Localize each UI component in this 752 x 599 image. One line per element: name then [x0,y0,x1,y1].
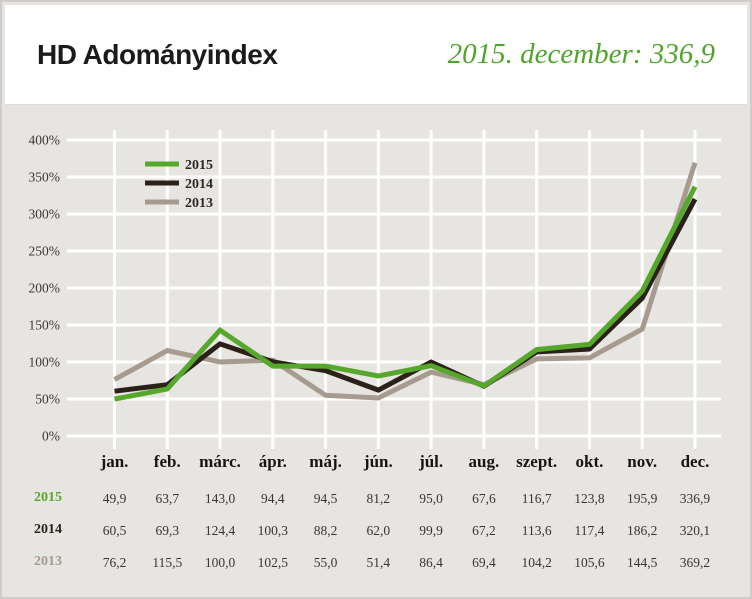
table-cell: 55,0 [313,555,338,570]
table-cell: 69,4 [472,555,496,570]
table-cell: 104,2 [521,555,552,570]
month-label: nov. [627,452,658,471]
table-cell: 124,4 [204,523,236,538]
table-cell: 67,6 [472,491,496,506]
table-cell: 144,5 [627,555,658,570]
month-label: jún. [363,452,393,471]
table-cell: 320,1 [679,523,711,538]
table-cell: 62,0 [366,523,391,538]
header-subtitle: 2015. december: 336,9 [447,38,715,70]
table-cell: 95,0 [419,491,443,506]
row-label-2013: 2013 [34,554,62,569]
month-label: feb. [153,452,181,471]
month-label: ápr. [258,452,287,471]
table-cell: 99,9 [419,523,443,538]
table-cell: 336,9 [679,491,711,506]
table-cell: 113,6 [521,523,552,538]
table-cell: 49,9 [102,491,127,506]
header-card: HD Adományindex 2015. december: 336,9 [5,5,747,105]
table-cell: 69,3 [155,523,180,538]
y-axis-label: 0% [42,429,60,444]
month-label: máj. [309,452,342,471]
legend-label-2014: 2014 [185,177,213,192]
page-title: HD Adományindex [37,38,278,70]
table-cell: 143,0 [204,491,236,506]
y-axis-label: 250% [29,244,61,259]
table-cell: 94,5 [313,491,338,506]
table-cell: 88,2 [313,523,338,538]
table-cell: 102,5 [257,555,288,570]
table-cell: 369,2 [679,555,711,570]
table-cell: 105,6 [574,555,605,570]
donation-index-line-chart: 0% 50% 100% 150% 200% 250% 300% 350% 400% 2015 201… [29,130,721,449]
month-label: aug. [468,452,500,471]
table-cell: 67,2 [472,523,496,538]
y-axis-label: 350% [29,170,61,185]
table-cell: 94,4 [260,491,285,506]
table-cell: 63,7 [155,491,180,506]
table-cell: 117,4 [574,523,605,538]
table-cell: 100,0 [204,555,236,570]
table-cell: 100,3 [257,523,288,538]
series-line-2013 [113,162,698,401]
table-cell: 86,4 [419,555,443,570]
month-label: jan. [100,452,129,471]
table-cell: 186,2 [627,523,658,538]
table-cell: 76,2 [102,555,127,570]
y-axis-label: 50% [35,392,60,407]
legend-label-2015: 2015 [185,158,213,173]
month-label: dec. [680,452,710,471]
table-cell: 116,7 [521,491,552,506]
table-cell: 115,5 [152,555,183,570]
y-axis-label: 300% [29,207,61,222]
monthly-values-table: jan. feb. márc. ápr. máj. jún. júl. aug. szept. o… [2,450,750,597]
series-line-2014 [114,197,698,394]
legend-label-2013: 2013 [185,196,213,211]
month-label: okt. [575,452,604,471]
row-label-2014: 2014 [34,522,62,537]
month-label: márc. [199,452,241,471]
table-cell: 60,5 [102,523,127,538]
table-cell: 81,2 [366,491,391,506]
series-line-2015 [114,185,698,402]
table-cell: 123,8 [574,491,605,506]
month-label: szept. [516,452,558,471]
table-cell: 51,4 [366,555,391,570]
y-axis-label: 100% [29,355,61,370]
month-label: júl. [419,452,444,471]
row-label-2015: 2015 [34,490,62,505]
table-cell: 195,9 [627,491,658,506]
y-axis-label: 400% [29,133,61,148]
y-axis-label: 150% [29,318,61,333]
y-axis-label: 200% [29,281,61,296]
